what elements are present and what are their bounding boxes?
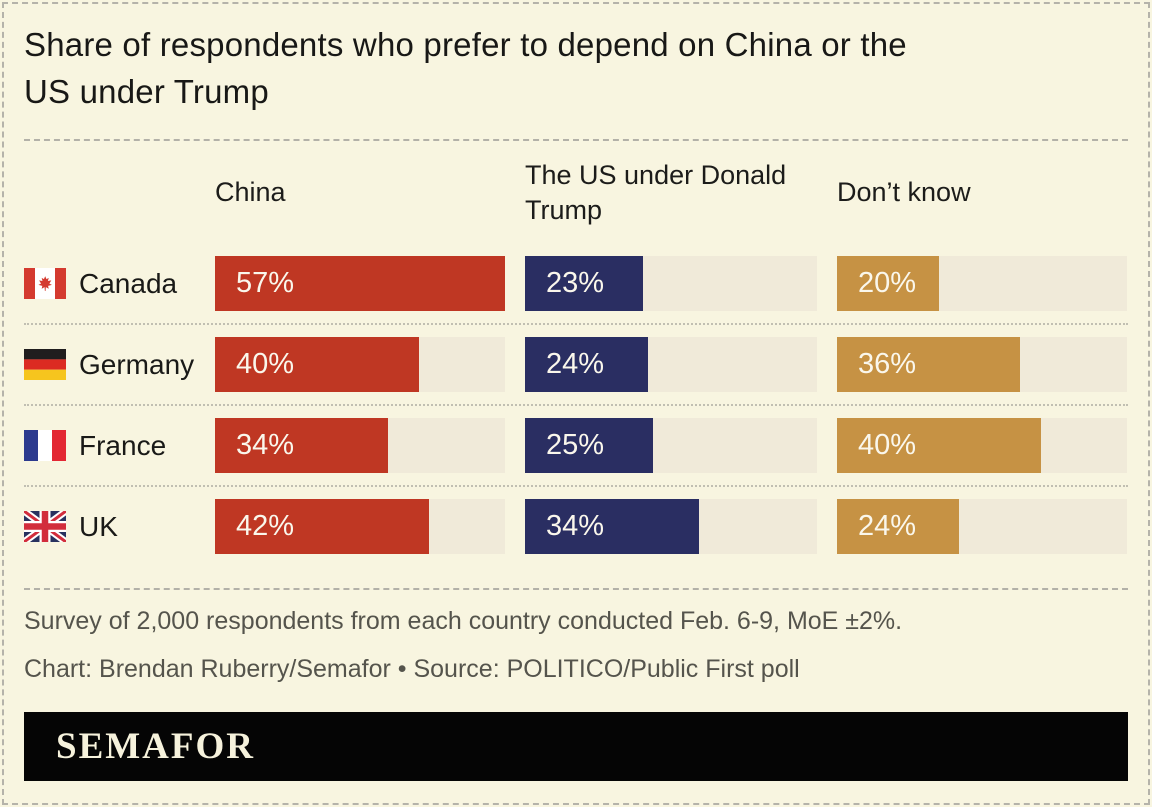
bar-track: 24% <box>525 337 817 392</box>
bar-canada-china: 57% <box>215 256 505 311</box>
bar-value-label: 23% <box>546 267 605 299</box>
bar-track: 25% <box>525 418 817 473</box>
bar-uk-dont-know: 24% <box>837 499 960 554</box>
bar-track: 36% <box>837 337 1127 392</box>
bar-track: 40% <box>215 337 505 392</box>
germany-flag-icon <box>24 349 66 380</box>
bar-track: 20% <box>837 256 1127 311</box>
country-label: Germany <box>79 348 195 380</box>
bar-canada-dont-know: 20% <box>837 256 939 311</box>
bar-track: 24% <box>837 499 1127 554</box>
uk-flag-icon <box>24 511 66 542</box>
semafor-logo-bar: SEMAFOR <box>24 712 1128 781</box>
bar-value-label: 40% <box>858 429 917 461</box>
bar-germany-china: 40% <box>215 337 419 392</box>
bar-track: 42% <box>215 499 505 554</box>
bar-value-label: 42% <box>236 510 295 542</box>
bar-value-label: 34% <box>236 429 295 461</box>
page-title: Share of respondents who prefer to depen… <box>24 0 1128 115</box>
bar-france-us: 25% <box>525 418 654 473</box>
row-label-uk: UK <box>24 511 195 543</box>
bar-germany-us: 24% <box>525 337 648 392</box>
title-divider <box>24 139 1128 141</box>
bar-canada-us: 23% <box>525 256 643 311</box>
bar-value-label: 36% <box>858 348 917 380</box>
bar-france-china: 34% <box>215 418 388 473</box>
bar-value-label: 57% <box>236 267 295 299</box>
column-header-dont-know: Don’t know <box>837 177 971 207</box>
country-label: France <box>79 429 167 461</box>
chart-rows: Canada 57% 23% 20% Germany <box>24 244 1128 566</box>
canada-flag-icon <box>24 268 66 299</box>
bar-france-dont-know: 40% <box>837 418 1041 473</box>
row-label-canada: Canada <box>24 268 195 300</box>
bar-track: 34% <box>215 418 505 473</box>
bar-value-label: 24% <box>546 348 605 380</box>
table-row-uk: UK 42% 34% 24% <box>24 485 1128 566</box>
survey-note: Survey of 2,000 respondents from each co… <box>24 607 903 635</box>
table-row-germany: Germany 40% 24% 36% <box>24 323 1128 404</box>
france-flag-icon <box>24 430 66 461</box>
bar-track: 57% <box>215 256 505 311</box>
table-row-canada: Canada 57% 23% 20% <box>24 244 1128 323</box>
bar-track: 40% <box>837 418 1127 473</box>
row-label-germany: Germany <box>24 349 195 381</box>
page-title-line-2: US under Trump <box>24 73 269 110</box>
bar-track: 23% <box>525 256 817 311</box>
semafor-logo: SEMAFOR <box>56 726 255 767</box>
country-label: UK <box>79 510 118 542</box>
bar-value-label: 40% <box>236 348 295 380</box>
country-label: Canada <box>79 267 178 299</box>
bar-uk-china: 42% <box>215 499 429 554</box>
bar-uk-us: 34% <box>525 499 700 554</box>
table-row-france: France 34% 25% 40% <box>24 404 1128 485</box>
bar-value-label: 25% <box>546 429 605 461</box>
bar-value-label: 34% <box>546 510 605 542</box>
column-headers: China The US under Donald Trump Don’t kn… <box>24 141 1128 244</box>
bar-value-label: 24% <box>858 510 917 542</box>
bar-track: 34% <box>525 499 817 554</box>
credit-line: Chart: Brendan Ruberry/Semafor • Source:… <box>24 655 800 683</box>
column-header-china: China <box>215 177 286 207</box>
row-label-france: France <box>24 430 195 462</box>
page-title-line-1: Share of respondents who prefer to depen… <box>24 26 907 63</box>
column-header-us-under-trump: The US under Donald Trump <box>525 159 787 225</box>
footer-divider <box>24 588 1128 590</box>
bar-value-label: 20% <box>858 267 917 299</box>
bar-germany-dont-know: 36% <box>837 337 1021 392</box>
